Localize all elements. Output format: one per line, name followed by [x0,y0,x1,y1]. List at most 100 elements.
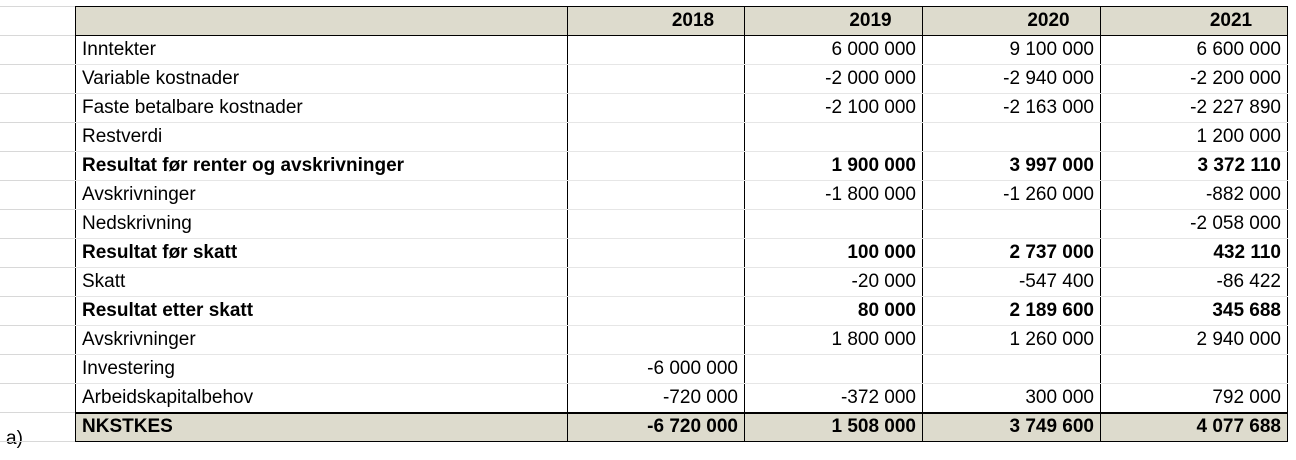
value-cell[interactable] [1100,354,1288,384]
row-label-cell[interactable]: Resultat etter skatt [75,296,568,326]
value-cell[interactable] [567,209,745,239]
header-row: 2018 2019 2020 2021 [75,6,1288,36]
value-cell[interactable]: -2 227 890 [1100,93,1288,123]
gridline [0,441,75,442]
value-cell[interactable] [567,93,745,123]
value-cell[interactable]: -372 000 [744,383,923,413]
value-cell[interactable]: 80 000 [744,296,923,326]
total-label-cell[interactable]: NKSTKES [75,411,568,442]
value-cell[interactable] [567,238,745,268]
gridline [0,383,75,384]
table-row: Avskrivninger -1 800 000 -1 260 000 -882 00… [75,180,1288,210]
value-cell[interactable]: 1 900 000 [744,151,923,181]
value-cell[interactable]: 2 189 600 [922,296,1101,326]
total-value-cell[interactable]: -6 720 000 [567,411,745,442]
value-cell[interactable] [567,122,745,152]
value-cell[interactable]: -547 400 [922,267,1101,297]
table-row: Avskrivninger 1 800 000 1 260 000 2 940 000 [75,325,1288,355]
total-value-cell[interactable]: 3 749 600 [922,411,1101,442]
value-cell[interactable]: -2 058 000 [1100,209,1288,239]
header-year-2018[interactable]: 2018 [567,6,745,36]
row-label-cell[interactable]: Skatt [75,267,568,297]
value-cell[interactable]: 6 600 000 [1100,35,1288,65]
table-row: Investering -6 000 000 [75,354,1288,384]
value-cell[interactable]: 345 688 [1100,296,1288,326]
row-label-cell[interactable]: Resultat før skatt [75,238,568,268]
value-cell[interactable]: -2 940 000 [922,64,1101,94]
gridline [0,238,75,239]
value-cell[interactable] [567,180,745,210]
total-value-cell[interactable]: 4 077 688 [1100,411,1288,442]
table-row: Resultat før skatt 100 000 2 737 000 432 11… [75,238,1288,268]
value-cell[interactable]: -720 000 [567,383,745,413]
table-row: Variable kostnader -2 000 000 -2 940 000 -2… [75,64,1288,94]
row-label-cell[interactable]: Avskrivninger [75,180,568,210]
row-label-cell[interactable]: Arbeidskapitalbehov [75,383,568,413]
row-label-cell[interactable]: Investering [75,354,568,384]
row-label-cell[interactable]: Faste betalbare kostnader [75,93,568,123]
value-cell[interactable] [744,209,923,239]
gridline [0,325,75,326]
header-label-cell[interactable] [75,6,568,36]
table-row: Restverdi 1 200 000 [75,122,1288,152]
table-row: Arbeidskapitalbehov -720 000 -372 000 300 0… [75,383,1288,413]
value-cell[interactable]: -6 000 000 [567,354,745,384]
value-cell[interactable] [567,267,745,297]
row-label-cell[interactable]: Nedskrivning [75,209,568,239]
value-cell[interactable] [567,151,745,181]
value-cell[interactable]: 1 260 000 [922,325,1101,355]
row-label-cell[interactable]: Resultat før renter og avskrivninger [75,151,568,181]
value-cell[interactable]: 1 800 000 [744,325,923,355]
value-cell[interactable] [567,35,745,65]
value-cell[interactable]: 300 000 [922,383,1101,413]
row-marker: a) [6,428,23,449]
value-cell[interactable]: -1 800 000 [744,180,923,210]
value-cell[interactable]: -2 200 000 [1100,64,1288,94]
value-cell[interactable]: 9 100 000 [922,35,1101,65]
value-cell[interactable]: 432 110 [1100,238,1288,268]
value-cell[interactable] [922,354,1101,384]
left-gutter: a) [0,0,75,460]
value-cell[interactable] [744,354,923,384]
header-year-2021[interactable]: 2021 [1100,6,1288,36]
value-cell[interactable]: 6 000 000 [744,35,923,65]
table-row: Faste betalbare kostnader -2 100 000 -2 16… [75,93,1288,123]
value-cell[interactable]: -1 260 000 [922,180,1101,210]
table-row: Skatt -20 000 -547 400 -86 422 [75,267,1288,297]
value-cell[interactable] [567,64,745,94]
value-cell[interactable]: -20 000 [744,267,923,297]
financial-table: 2018 2019 2020 2021 Inntekter 6 000 000 9 … [75,6,1288,442]
value-cell[interactable]: 2 737 000 [922,238,1101,268]
value-cell[interactable] [922,209,1101,239]
value-cell[interactable]: 3 372 110 [1100,151,1288,181]
value-cell[interactable]: -2 163 000 [922,93,1101,123]
value-cell[interactable]: -2 000 000 [744,64,923,94]
table-row: Inntekter 6 000 000 9 100 000 6 600 000 [75,35,1288,65]
gridline [0,209,75,210]
value-cell[interactable] [567,325,745,355]
value-cell[interactable]: 100 000 [744,238,923,268]
total-value-cell[interactable]: 1 508 000 [744,411,923,442]
value-cell[interactable]: -2 100 000 [744,93,923,123]
gridline [0,296,75,297]
row-label-cell[interactable]: Restverdi [75,122,568,152]
value-cell[interactable]: 3 997 000 [922,151,1101,181]
value-cell[interactable] [744,122,923,152]
value-cell[interactable]: -882 000 [1100,180,1288,210]
header-year-2020[interactable]: 2020 [922,6,1101,36]
value-cell[interactable]: 1 200 000 [1100,122,1288,152]
value-cell[interactable]: 2 940 000 [1100,325,1288,355]
value-cell[interactable]: -86 422 [1100,267,1288,297]
gridline [0,180,75,181]
table-row: Nedskrivning -2 058 000 [75,209,1288,239]
value-cell[interactable]: 792 000 [1100,383,1288,413]
table-row: Resultat før renter og avskrivninger 1 90… [75,151,1288,181]
header-year-2019[interactable]: 2019 [744,6,923,36]
row-label-cell[interactable]: Variable kostnader [75,64,568,94]
value-cell[interactable] [922,122,1101,152]
row-label-cell[interactable]: Inntekter [75,35,568,65]
row-label-cell[interactable]: Avskrivninger [75,325,568,355]
value-cell[interactable] [567,296,745,326]
gridline [0,35,75,36]
